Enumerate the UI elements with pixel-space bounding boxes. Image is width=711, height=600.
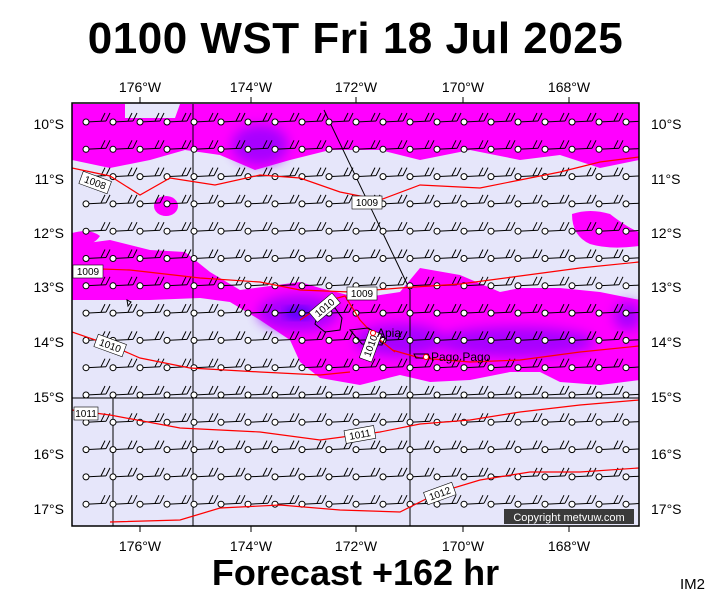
svg-text:172°W: 172°W	[335, 79, 378, 95]
svg-text:11°S: 11°S	[35, 171, 64, 187]
coastline-samoa	[126, 299, 431, 359]
svg-text:174°W: 174°W	[230, 538, 273, 554]
svg-text:170°W: 170°W	[442, 538, 485, 554]
svg-text:10°S: 10°S	[33, 116, 64, 132]
svg-text:15°S: 15°S	[33, 389, 64, 405]
svg-text:13°S: 13°S	[33, 279, 64, 295]
svg-text:1011: 1011	[75, 409, 97, 420]
place-pago-pago: Pago Pago	[423, 350, 491, 364]
svg-text:16°S: 16°S	[651, 446, 682, 462]
svg-text:Apia: Apia	[377, 326, 401, 340]
lon-labels-top: 176°W 174°W 172°W 170°W 168°W	[119, 79, 591, 95]
svg-text:Pago Pago: Pago Pago	[431, 350, 491, 364]
svg-text:Copyright metvuw.com: Copyright metvuw.com	[513, 512, 624, 524]
svg-text:1009: 1009	[77, 267, 100, 278]
map-code: IM2	[679, 576, 705, 593]
place-apia: Apia	[370, 326, 401, 340]
svg-text:17°S: 17°S	[651, 501, 682, 517]
svg-text:10°S: 10°S	[651, 116, 682, 132]
forecast-label: Forecast +162 hr	[211, 552, 500, 593]
svg-text:176°W: 176°W	[119, 79, 162, 95]
svg-text:16°S: 16°S	[33, 446, 64, 462]
lat-labels-right: 10°S 11°S 12°S 13°S 14°S 15°S 16°S 17°S	[651, 116, 682, 517]
svg-text:168°W: 168°W	[548, 79, 591, 95]
svg-text:1009: 1009	[356, 198, 379, 209]
svg-text:12°S: 12°S	[651, 225, 682, 241]
svg-text:1009: 1009	[351, 289, 374, 300]
svg-text:14°S: 14°S	[33, 334, 64, 350]
svg-text:14°S: 14°S	[651, 334, 682, 350]
svg-text:1011: 1011	[349, 428, 373, 443]
lon-labels-bottom: 176°W 174°W 172°W 170°W 168°W	[119, 538, 591, 554]
svg-text:15°S: 15°S	[651, 389, 682, 405]
svg-text:13°S: 13°S	[651, 279, 682, 295]
map-title: 0100 WST Fri 18 Jul 2025	[87, 14, 624, 63]
svg-text:168°W: 168°W	[548, 538, 591, 554]
svg-text:176°W: 176°W	[119, 538, 162, 554]
svg-text:11°S: 11°S	[651, 171, 680, 187]
svg-text:172°W: 172°W	[335, 538, 378, 554]
lat-labels-left: 10°S 11°S 12°S 13°S 14°S 15°S 16°S 17°S	[33, 116, 64, 517]
svg-text:12°S: 12°S	[33, 225, 64, 241]
svg-text:170°W: 170°W	[442, 79, 485, 95]
copyright-box: Copyright metvuw.com	[504, 509, 634, 524]
svg-text:174°W: 174°W	[230, 79, 273, 95]
svg-text:17°S: 17°S	[33, 501, 64, 517]
frame-ticks	[139, 97, 570, 532]
